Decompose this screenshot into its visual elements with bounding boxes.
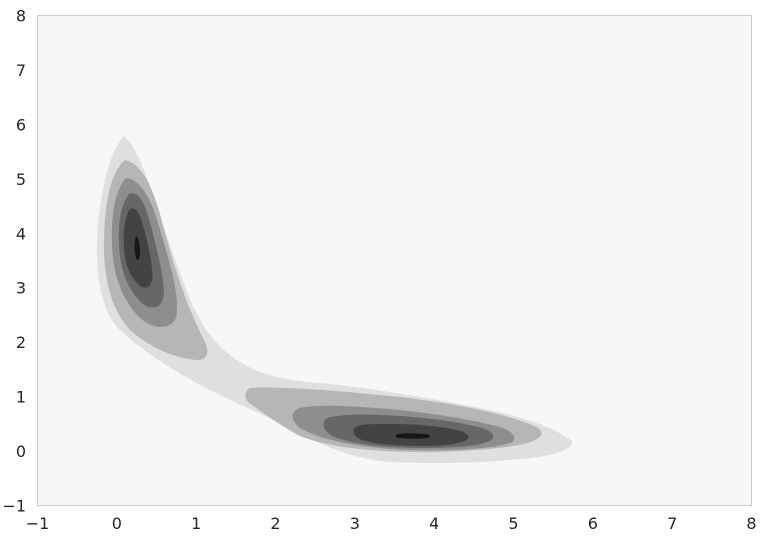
y-tick-label: 8 <box>16 7 26 26</box>
x-tick-label: 1 <box>191 514 201 533</box>
y-tick-label: 7 <box>16 61 26 80</box>
x-tick-label: 7 <box>667 514 677 533</box>
y-tick-label: 4 <box>16 224 26 243</box>
x-tick-label: 3 <box>350 514 360 533</box>
x-tick-label: 4 <box>429 514 439 533</box>
y-tick-label: 3 <box>16 279 26 298</box>
density-contours <box>96 136 573 464</box>
x-tick-label: −1 <box>26 514 50 533</box>
y-axis-tick-labels: −1 0 1 2 3 4 5 6 7 8 <box>2 7 26 516</box>
y-tick-label: 0 <box>16 442 26 461</box>
x-tick-label: 5 <box>508 514 518 533</box>
y-tick-label: 6 <box>16 115 26 134</box>
x-tick-label: 0 <box>112 514 122 533</box>
x-tick-label: 8 <box>746 514 756 533</box>
x-axis-tick-labels: −1 0 1 2 3 4 5 6 7 8 <box>26 514 757 533</box>
contour-level-1 <box>96 136 573 464</box>
contour-peak-upper <box>134 236 140 260</box>
y-tick-label: 1 <box>16 388 26 407</box>
y-tick-label: 5 <box>16 170 26 189</box>
y-tick-label: 2 <box>16 333 26 352</box>
x-tick-label: 2 <box>270 514 280 533</box>
contour-peak-lower <box>395 433 431 439</box>
y-tick-label: −1 <box>2 497 26 516</box>
x-tick-label: 6 <box>588 514 598 533</box>
